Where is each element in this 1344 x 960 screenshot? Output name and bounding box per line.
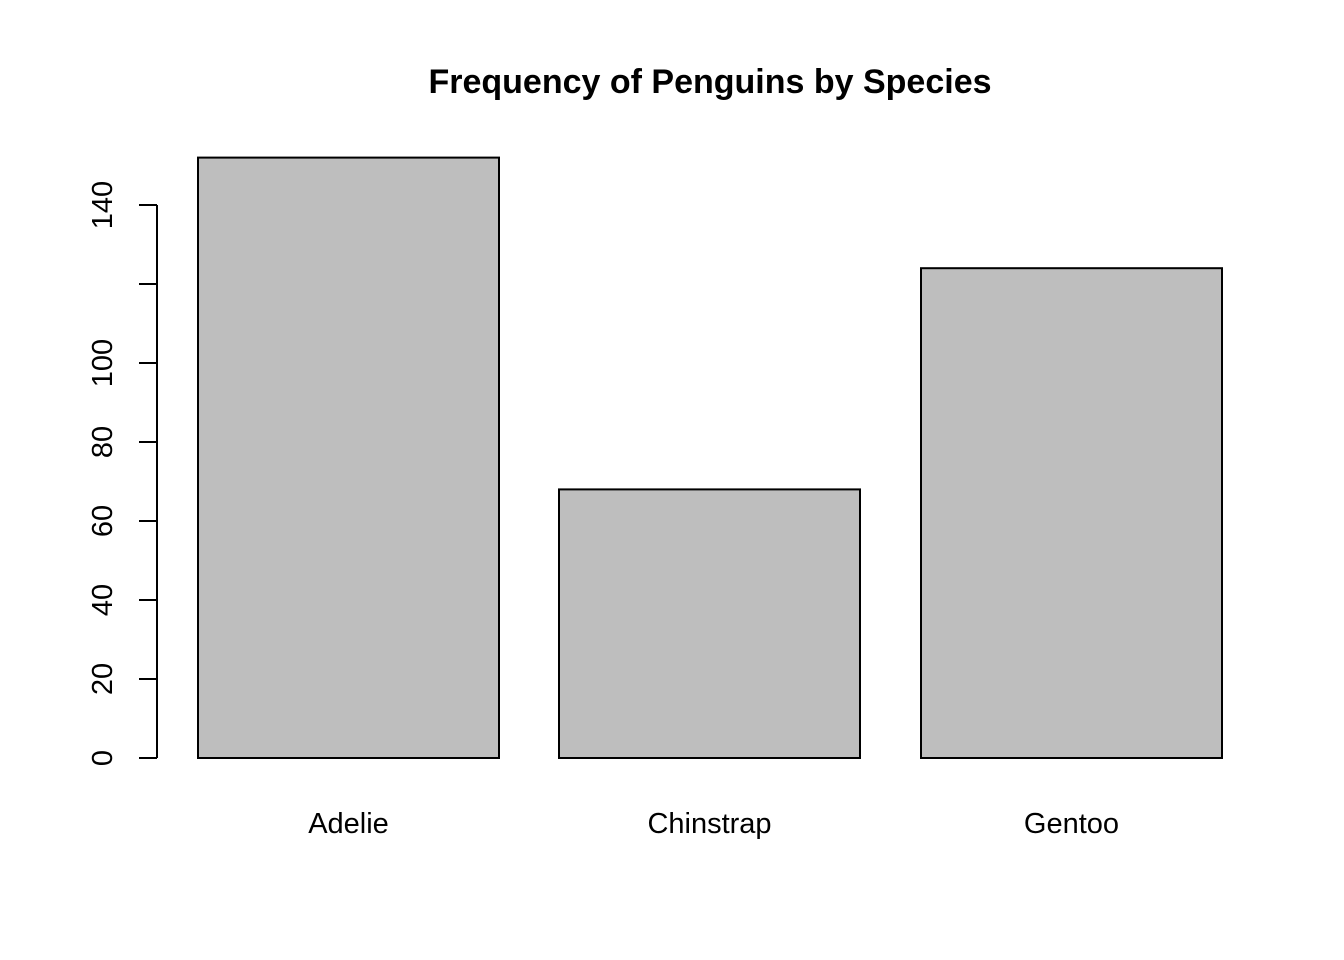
bar-chinstrap xyxy=(558,488,861,759)
bar-gentoo xyxy=(920,267,1223,759)
y-tick-label: 80 xyxy=(87,426,119,458)
y-tick-label: 140 xyxy=(87,181,119,229)
y-tick-label: 0 xyxy=(87,750,119,766)
y-axis: 0 20 40 60 80 100 140 xyxy=(87,181,158,766)
y-tick-label: 40 xyxy=(87,584,119,616)
chart-title: Frequency of Penguins by Species xyxy=(428,63,991,101)
category-labels: Adelie Chinstrap Gentoo xyxy=(308,808,1119,840)
bars-group xyxy=(197,156,1223,760)
y-tick-label: 60 xyxy=(87,505,119,537)
bar-adelie xyxy=(197,156,500,760)
category-label-adelie: Adelie xyxy=(308,808,389,840)
y-tick-label: 100 xyxy=(87,339,119,387)
y-tick-label: 20 xyxy=(87,663,119,695)
category-label-chinstrap: Chinstrap xyxy=(647,808,771,840)
category-label-gentoo: Gentoo xyxy=(1024,808,1119,840)
